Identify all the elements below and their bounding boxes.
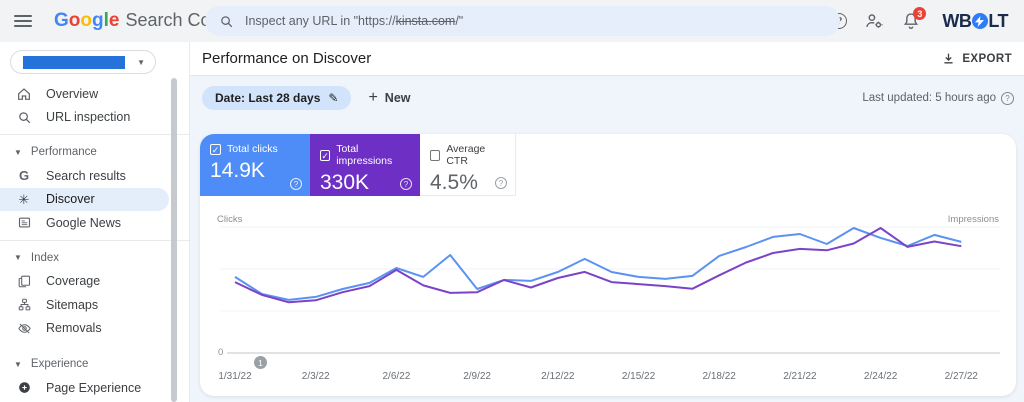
x-axis-tick: 2/18/22 — [702, 371, 736, 382]
google-g-icon: G — [18, 168, 30, 184]
x-axis-tick: 2/27/22 — [944, 371, 978, 382]
page-title: Performance on Discover — [202, 50, 372, 67]
x-axis-tick: 2/15/22 — [621, 371, 656, 382]
eye-off-icon — [15, 321, 33, 336]
x-axis-tick: 2/12/22 — [541, 371, 575, 382]
total-clicks-value: 14.9K — [210, 159, 265, 182]
export-button[interactable]: EXPORT — [942, 52, 1012, 65]
main-content: Performance on Discover EXPORT Date: Las… — [190, 42, 1024, 402]
x-axis-tick: 2/24/22 — [863, 371, 898, 382]
google-wordmark: Google — [54, 10, 120, 31]
chevron-down-icon: ▼ — [14, 253, 22, 262]
redacted-property-name — [23, 55, 125, 69]
top-app-bar: Google Search Console Inspect any URL in… — [0, 0, 1024, 42]
x-axis-tick: 1/31/22 — [218, 371, 252, 382]
edit-pencil-icon: ✎ — [328, 91, 339, 105]
news-icon — [15, 215, 33, 230]
x-axis-tick: 2/21/22 — [783, 371, 817, 382]
section-index[interactable]: ▼ Index — [14, 251, 60, 264]
section-performance[interactable]: ▼ Performance — [14, 146, 97, 158]
x-axis-tick: 2/3/22 — [301, 371, 330, 382]
chevron-down-icon: ▼ — [14, 147, 22, 157]
section-experience[interactable]: ▼ Experience — [14, 358, 89, 370]
download-icon — [944, 53, 953, 64]
search-placeholder: Inspect any URL in "https://kinsta.com/" — [245, 14, 464, 28]
manage-users-icon[interactable] — [864, 11, 884, 31]
total-clicks-card[interactable]: ✓ Total clicks 14.9K ? — [200, 134, 310, 196]
sidebar-item-coverage[interactable]: Coverage — [0, 270, 189, 294]
divider — [0, 134, 189, 135]
notifications-bell[interactable]: 3 — [901, 7, 927, 31]
home-icon — [15, 86, 33, 102]
metric-cards: ✓ Total clicks 14.9K ? ✓ Total impressio… — [200, 134, 516, 196]
average-ctr-value: 4.5% — [430, 171, 478, 194]
last-updated-text: Last updated: 5 hours ago ? — [862, 91, 1014, 105]
sidebar-scrollbar[interactable] — [171, 78, 177, 402]
x-axis-tick-labels: 1/31/22 2/3/22 2/6/22 2/9/22 2/12/22 2/15/22 2… — [200, 371, 1016, 385]
sidebar-item-overview[interactable]: Overview — [0, 82, 189, 106]
property-selector[interactable]: ▼ — [10, 50, 156, 74]
sidebar-item-search-results[interactable]: G Search results — [0, 164, 189, 188]
filter-bar: Date: Last 28 days ✎ + New Last updated:… — [202, 86, 1014, 110]
divider — [0, 239, 189, 241]
url-inspect-search-input[interactable]: Inspect any URL in "https://kinsta.com/" — [205, 6, 840, 36]
menu-icon[interactable] — [14, 15, 32, 27]
help-icon[interactable]: ? — [290, 178, 302, 190]
checkbox-checked-icon[interactable]: ✓ — [210, 143, 221, 155]
performance-chart-card: ✓ Total clicks 14.9K ? ✓ Total impressio… — [200, 134, 1016, 396]
chevron-down-icon: ▼ — [14, 359, 22, 369]
redacted-domain: kinsta.com — [395, 14, 456, 28]
sidebar: ▼ Overview URL inspection ▼ Performance … — [0, 42, 190, 402]
line-chart[interactable] — [200, 134, 1016, 396]
sitemap-tree-icon — [15, 297, 33, 312]
help-icon[interactable]: ? — [1001, 91, 1014, 105]
search-icon — [221, 15, 233, 27]
help-icon[interactable]: ? — [495, 177, 507, 189]
y-axis-zero-label: 0 — [218, 347, 224, 358]
sidebar-item-page-experience[interactable]: Page Experience — [0, 376, 189, 400]
clicks-line — [234, 227, 962, 301]
impressions-line — [234, 227, 962, 304]
page-experience-icon — [15, 380, 33, 395]
sidebar-item-removals[interactable]: Removals — [0, 317, 189, 341]
magnifier-icon — [15, 110, 33, 125]
x-axis-tick: 2/6/22 — [382, 371, 411, 382]
average-ctr-card[interactable]: Average CTR 4.5% ? — [420, 134, 516, 196]
total-impressions-card[interactable]: ✓ Total impressions 330K ? — [310, 134, 420, 196]
wbolt-logo[interactable]: WB LT — [942, 10, 1008, 31]
chevron-down-icon: ▼ — [137, 57, 145, 67]
right-axis-label: Impressions — [947, 214, 999, 225]
sidebar-nav: Overview URL inspection ▼ Performance G … — [0, 82, 189, 402]
new-filter-button[interactable]: + New — [368, 89, 411, 106]
page-header: Performance on Discover EXPORT — [190, 42, 1024, 76]
sidebar-item-google-news[interactable]: Google News — [0, 211, 189, 235]
lightning-bolt-icon — [971, 13, 988, 29]
date-filter-chip[interactable]: Date: Last 28 days ✎ — [202, 86, 352, 110]
checkbox-unchecked-icon[interactable] — [430, 149, 441, 161]
x-axis-tick: 2/9/22 — [463, 371, 491, 382]
checkbox-checked-icon[interactable]: ✓ — [320, 149, 331, 161]
sidebar-item-sitemaps[interactable]: Sitemaps — [0, 293, 189, 317]
coverage-pages-icon — [15, 274, 33, 289]
notification-count-badge: 3 — [913, 7, 927, 20]
annotation-marker[interactable]: 1 — [254, 356, 267, 369]
help-icon[interactable]: ? — [400, 178, 412, 190]
discover-icon: ✳ — [18, 191, 30, 207]
left-axis-label: Clicks — [217, 214, 243, 225]
sidebar-item-url-inspection[interactable]: URL inspection — [0, 106, 189, 130]
sidebar-item-discover[interactable]: ✳ Discover — [0, 187, 169, 211]
plus-icon: + — [368, 89, 378, 106]
total-impressions-value: 330K — [320, 171, 370, 194]
